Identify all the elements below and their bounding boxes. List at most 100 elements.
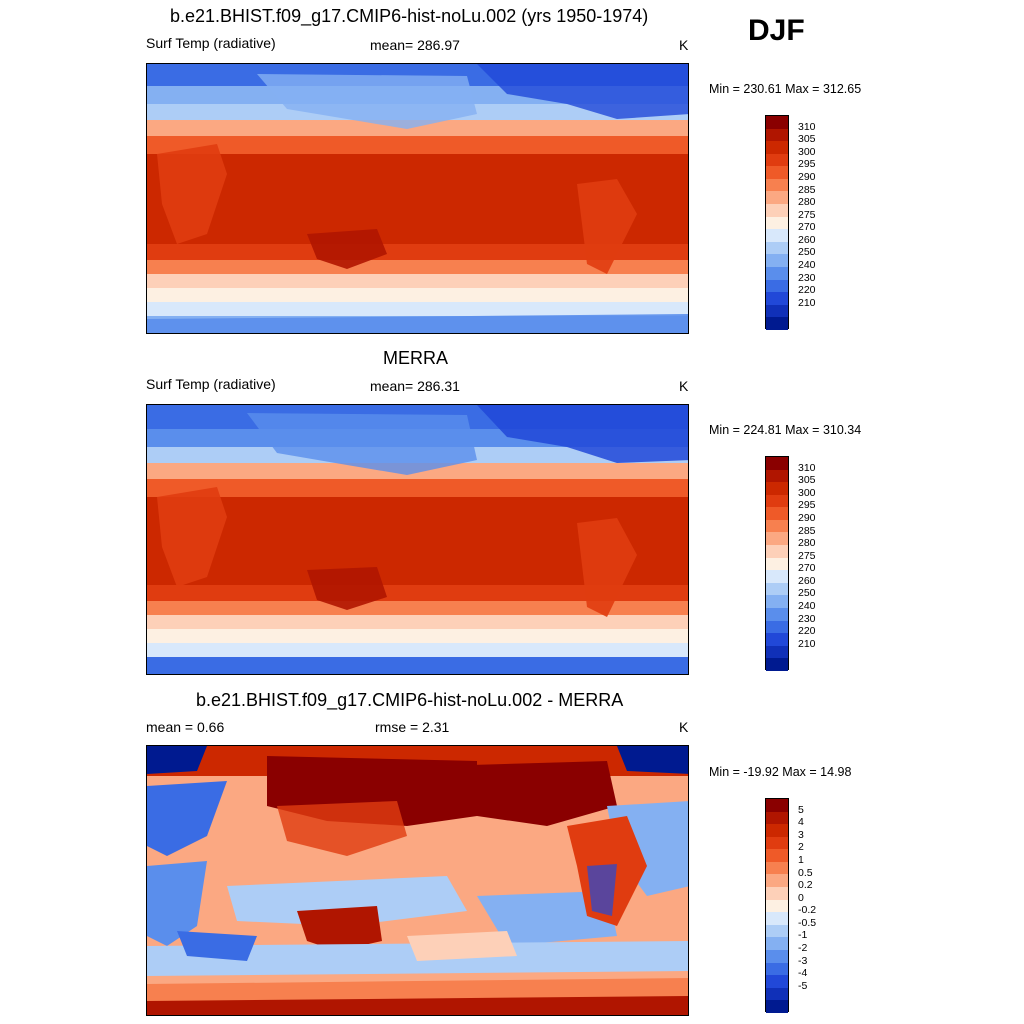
panel-2-colorbar-swatch bbox=[766, 645, 788, 659]
panel-2-colorbar-swatch bbox=[766, 507, 788, 520]
panel-3-colorbar-tick-label: -4 bbox=[798, 967, 808, 980]
panel-1-colorbar-tick-label: 295 bbox=[798, 158, 816, 171]
panel-2-colorbar-swatch bbox=[766, 457, 788, 470]
panel-1-colorbar-tick-label: 220 bbox=[798, 284, 816, 297]
panel-3-colorbar-tick-label: 3 bbox=[798, 828, 804, 841]
panel-1-colorbar-swatch bbox=[766, 191, 788, 205]
panel-3-colorbar-tick-label: 5 bbox=[798, 803, 804, 816]
panel-1-title: b.e21.BHIST.f09_g17.CMIP6-hist-noLu.002 … bbox=[170, 6, 649, 26]
panel-2-colorbar-tick-label: 210 bbox=[798, 637, 816, 650]
panel-2-colorbar bbox=[765, 456, 789, 671]
panel-1-colorbar-tick-label: 305 bbox=[798, 133, 816, 146]
panel-1-colorbar-swatch bbox=[766, 292, 788, 305]
panel-2-colorbar-tick-label: 275 bbox=[798, 549, 816, 562]
panel-2-colorbar-swatch bbox=[766, 469, 788, 483]
panel-2-colorbar-swatch bbox=[766, 607, 788, 621]
panel-3-colorbar-swatch bbox=[766, 811, 788, 825]
panel-1-colorbar-tick-label: 250 bbox=[798, 246, 816, 259]
panel-1-colorbar-swatch bbox=[766, 204, 788, 217]
panel-2-colorbar-swatch bbox=[766, 545, 788, 558]
panel-1-colorbar-swatch bbox=[766, 266, 788, 280]
panel-1-colorbar-tick-label: 260 bbox=[798, 233, 816, 246]
panel-3-colorbar-swatch bbox=[766, 887, 788, 900]
panel-1-colorbar-swatch bbox=[766, 153, 788, 167]
panel-2-colorbar-swatch bbox=[766, 482, 788, 495]
panel-1-colorbar-swatch bbox=[766, 229, 788, 242]
panel-1-colorbar-swatch bbox=[766, 141, 788, 154]
panel-1-unit-label: K bbox=[679, 37, 689, 53]
panel-2-title: MERRA bbox=[383, 348, 449, 368]
panel-3-colorbar-tick-label: -3 bbox=[798, 954, 808, 967]
panel-3-colorbar bbox=[765, 798, 789, 1013]
panel-2-colorbar-tick-label: 290 bbox=[798, 511, 816, 524]
panel-1-colorbar-tick-label: 310 bbox=[798, 120, 816, 133]
panel-1-colorbar-swatch bbox=[766, 317, 788, 330]
panel-3-unit-label: K bbox=[679, 719, 689, 735]
panel-1-variable-label: Surf Temp (radiative) bbox=[146, 35, 276, 51]
panel-1-mean-label: mean= 286.97 bbox=[370, 37, 460, 53]
panel-1-colorbar-tick-label: 300 bbox=[798, 145, 816, 158]
panel-2-colorbar-swatch bbox=[766, 557, 788, 571]
panel-1-colorbar-swatch bbox=[766, 241, 788, 255]
panel-1-colorbar-tick-label: 275 bbox=[798, 208, 816, 221]
panel-3-colorbar-tick-label: -2 bbox=[798, 942, 808, 955]
panel-2-colorbar-swatch bbox=[766, 633, 788, 646]
panel-2-colorbar-swatch bbox=[766, 620, 788, 634]
panel-1-colorbar-tick-label: 290 bbox=[798, 170, 816, 183]
panel-3-colorbar-swatch bbox=[766, 987, 788, 1001]
panel-2-colorbar-swatch bbox=[766, 570, 788, 583]
panel-2-colorbar-tick-label: 310 bbox=[798, 461, 816, 474]
panel-2-unit-label: K bbox=[679, 378, 689, 394]
panel-3-colorbar-swatch bbox=[766, 924, 788, 938]
panel-3-colorbar-swatch bbox=[766, 937, 788, 950]
panel-1-colorbar bbox=[765, 115, 789, 330]
panel-2-mean-label: mean= 286.31 bbox=[370, 378, 460, 394]
panel-3-colorbar-tick-label: 0 bbox=[798, 891, 804, 904]
panel-2-colorbar-tick-label: 220 bbox=[798, 625, 816, 638]
panel-2-colorbar-tick-label: 295 bbox=[798, 499, 816, 512]
panel-3-colorbar-swatch bbox=[766, 836, 788, 850]
panel-1-colorbar-swatch bbox=[766, 116, 788, 129]
panel-3-colorbar-swatch bbox=[766, 849, 788, 862]
panel-3-title: b.e21.BHIST.f09_g17.CMIP6-hist-noLu.002 … bbox=[196, 690, 624, 710]
panel-1-colorbar-swatch bbox=[766, 279, 788, 293]
panel-3-rmse-label: rmse = 2.31 bbox=[375, 719, 450, 735]
panel-3-colorbar-swatch bbox=[766, 824, 788, 837]
panel-3-colorbar-swatch bbox=[766, 1000, 788, 1013]
season-label: DJF bbox=[748, 14, 805, 47]
panel-3-colorbar-tick-label: -0.2 bbox=[798, 904, 817, 917]
panel-2-colorbar-swatch bbox=[766, 582, 788, 596]
panel-3-colorbar-tick-label: -0.5 bbox=[798, 916, 817, 929]
panel-3-colorbar-swatch bbox=[766, 949, 788, 963]
panel-3-colorbar-tick-label: 1 bbox=[798, 853, 804, 866]
panel-2-colorbar-tick-label: 305 bbox=[798, 474, 816, 487]
panel-3-colorbar-tick-label: 0.5 bbox=[798, 866, 813, 879]
panel-1-colorbar-swatch bbox=[766, 216, 788, 230]
panel-1-map-field bbox=[147, 64, 688, 333]
panel-3-colorbar-tick-label: -5 bbox=[798, 979, 808, 992]
panel-2-colorbar-swatch bbox=[766, 532, 788, 546]
panel-1-colorbar-swatch bbox=[766, 166, 788, 179]
panel-3-colorbar-swatch bbox=[766, 899, 788, 913]
panel-3-colorbar-swatch bbox=[766, 962, 788, 976]
panel-3-colorbar-swatch bbox=[766, 799, 788, 812]
panel-2-colorbar-swatch bbox=[766, 519, 788, 533]
panel-2-map-field bbox=[147, 405, 688, 674]
panel-3-colorbar-tick-label: 0.2 bbox=[798, 879, 813, 892]
panel-3-mean-label: mean = 0.66 bbox=[146, 719, 225, 735]
panel-3-map bbox=[146, 745, 689, 1016]
panel-1-minmax: Min = 230.61 Max = 312.65 bbox=[709, 82, 862, 96]
panel-1-colorbar-tick-label: 230 bbox=[798, 271, 816, 284]
panel-3-colorbar-swatch bbox=[766, 861, 788, 875]
panel-1-colorbar-swatch bbox=[766, 304, 788, 318]
panel-2-variable-label: Surf Temp (radiative) bbox=[146, 376, 276, 392]
panel-2-colorbar-swatch bbox=[766, 658, 788, 671]
panel-1-colorbar-tick-label: 280 bbox=[798, 196, 816, 209]
panel-3-colorbar-swatch bbox=[766, 912, 788, 925]
panel-2-colorbar-tick-label: 250 bbox=[798, 587, 816, 600]
panel-2-colorbar-tick-label: 285 bbox=[798, 524, 816, 537]
panel-3-minmax: Min = -19.92 Max = 14.98 bbox=[709, 765, 852, 779]
panel-2-colorbar-tick-label: 260 bbox=[798, 574, 816, 587]
panel-2-colorbar-tick-label: 270 bbox=[798, 562, 816, 575]
panel-3-colorbar-tick-label: -1 bbox=[798, 929, 808, 942]
